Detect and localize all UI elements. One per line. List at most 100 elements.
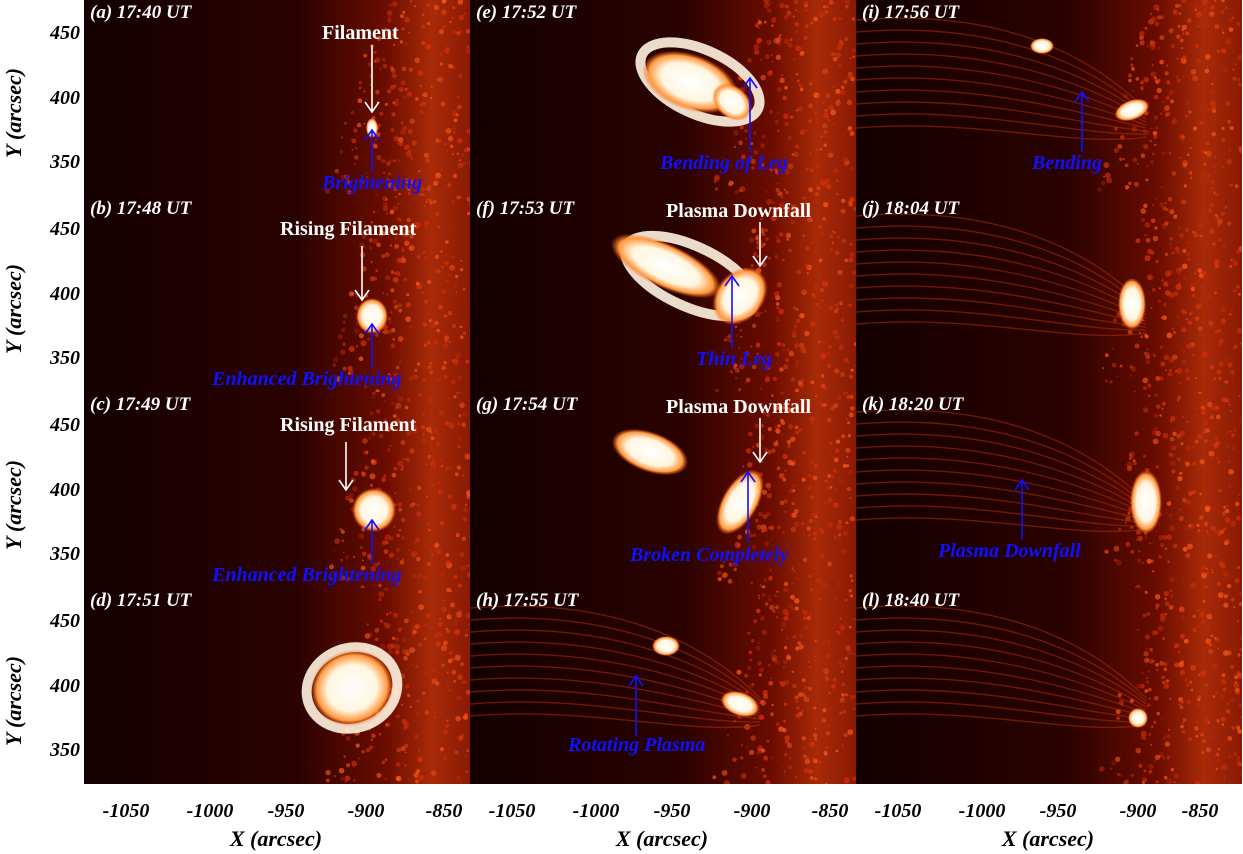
solar-image-panel: [856, 392, 1242, 588]
blue-arrow: [740, 470, 756, 542]
blue-annotation: Enhanced Brightening: [212, 368, 402, 390]
solar-image-panel: [84, 196, 470, 392]
white-annotation: Rising Filament: [280, 218, 417, 240]
bright-plasma-region: [716, 469, 764, 535]
y-tick-350: 350: [50, 739, 80, 761]
blue-annotation: Rotating Plasma: [568, 734, 706, 756]
solar-image-panel: [470, 588, 856, 784]
filament-loop: [301, 642, 403, 734]
x-tick-850: -850: [425, 800, 463, 822]
panel-e: (e) 17:52 UT Bending of Leg: [470, 0, 856, 196]
white-arrow: [752, 222, 768, 268]
white-annotation: Rising Filament: [280, 414, 417, 436]
blue-arrow: [364, 128, 380, 172]
white-annotation: Plasma Downfall: [666, 396, 811, 418]
y-tick-450: 450: [50, 610, 80, 632]
blue-arrow: [1014, 478, 1030, 540]
blue-arrow: [364, 322, 380, 368]
y-tick-450: 450: [50, 218, 80, 240]
bright-plasma-region: [352, 488, 396, 532]
x-tick-1000: -1000: [572, 800, 620, 822]
white-arrow: [354, 246, 370, 302]
panel-c: (c) 17:49 UT Rising Filament Enhanced Brig…: [84, 392, 470, 588]
coronal-loop-strands: [856, 605, 1147, 729]
solar-image-panel: [856, 0, 1242, 196]
x-tick-950: -950: [267, 800, 305, 822]
panel-title: (a) 17:40 UT: [90, 2, 192, 23]
x-tick-900: -900: [347, 800, 385, 822]
panel-d: (d) 17:51 UT: [84, 588, 470, 784]
bright-plasma-region: [1030, 38, 1054, 54]
coronal-loop-strands: [856, 409, 1147, 533]
solar-image-panel: [84, 392, 470, 588]
x-tick-950: -950: [1039, 800, 1077, 822]
white-arrow: [338, 442, 354, 492]
bright-plasma-region: [712, 83, 752, 121]
solar-background: [856, 392, 1242, 588]
y-tick-400: 400: [50, 675, 80, 697]
blue-annotation: Thin Leg: [696, 348, 773, 370]
solar-background: [856, 196, 1242, 392]
bright-plasma-region: [310, 649, 394, 727]
filament-loop: [635, 37, 765, 127]
panel-title: (c) 17:49 UT: [90, 394, 191, 415]
white-annotation: Filament: [322, 22, 399, 44]
limb-texture: [712, 588, 856, 784]
blue-arrow: [1074, 90, 1090, 152]
x-tick-850: -850: [811, 800, 849, 822]
x-tick-1000: -1000: [186, 800, 234, 822]
panel-title: (l) 18:40 UT: [862, 590, 960, 611]
y-axis-label-row-4: Y (arcsec): [1, 655, 26, 747]
solar-image-panel: [84, 0, 470, 196]
solar-image-panel: [84, 588, 470, 784]
panel-a: (a) 17:40 UT Filament Brightening: [84, 0, 470, 196]
y-tick-450: 450: [50, 414, 80, 436]
blue-annotation: Broken Completely: [630, 544, 789, 566]
solar-background: [84, 588, 470, 784]
x-tick-1050: -1050: [874, 800, 922, 822]
limb-texture: [713, 0, 856, 196]
solar-background: [856, 588, 1242, 784]
panel-l: (l) 18:40 UT: [856, 588, 1242, 784]
panel-title: (i) 17:56 UT: [862, 2, 960, 23]
coronal-loop-strands: [470, 605, 761, 729]
x-tick-850: -850: [1181, 800, 1219, 822]
x-axis-label-col-1: X (arcsec): [229, 826, 323, 851]
y-tick-450: 450: [50, 22, 80, 44]
y-tick-400: 400: [50, 87, 80, 109]
x-tick-950: -950: [653, 800, 691, 822]
blue-annotation: Bending: [1032, 152, 1103, 174]
panel-title: (f) 17:53 UT: [476, 198, 575, 219]
limb-texture: [324, 0, 470, 196]
panel-title: (d) 17:51 UT: [90, 590, 192, 611]
solar-background: [470, 392, 856, 588]
x-tick-1050: -1050: [102, 800, 150, 822]
blue-annotation: Brightening: [322, 172, 423, 194]
x-tick-1050: -1050: [488, 800, 536, 822]
blue-arrow: [724, 274, 740, 348]
solar-background: [84, 196, 470, 392]
panel-i: (i) 17:56 UT Bending: [856, 0, 1242, 196]
panel-title: (e) 17:52 UT: [476, 2, 577, 23]
y-tick-350: 350: [50, 543, 80, 565]
bright-plasma-region: [1114, 98, 1150, 122]
panel-j: (j) 18:04 UT: [856, 196, 1242, 392]
limb-texture: [1101, 196, 1242, 392]
panel-b: (b) 17:48 UT Rising Filament Enhanced Brig…: [84, 196, 470, 392]
solar-image-panel: [470, 0, 856, 196]
bright-plasma-region: [610, 233, 722, 299]
panel-k: (k) 18:20 UT Plasma Downfall: [856, 392, 1242, 588]
panel-title: (h) 17:55 UT: [476, 590, 579, 611]
coronal-loop-strands: [856, 213, 1147, 337]
solar-background: [856, 0, 1242, 196]
blue-annotation: Bending of Leg: [660, 152, 788, 174]
white-arrow: [364, 45, 380, 114]
x-tick-900: -900: [1119, 800, 1157, 822]
blue-arrow: [742, 76, 758, 152]
solar-background: [84, 0, 470, 196]
bright-plasma-region: [611, 428, 689, 476]
white-annotation: Plasma Downfall: [666, 200, 811, 222]
limb-texture: [1097, 0, 1242, 196]
y-axis-label-row-2: Y (arcsec): [1, 263, 26, 355]
